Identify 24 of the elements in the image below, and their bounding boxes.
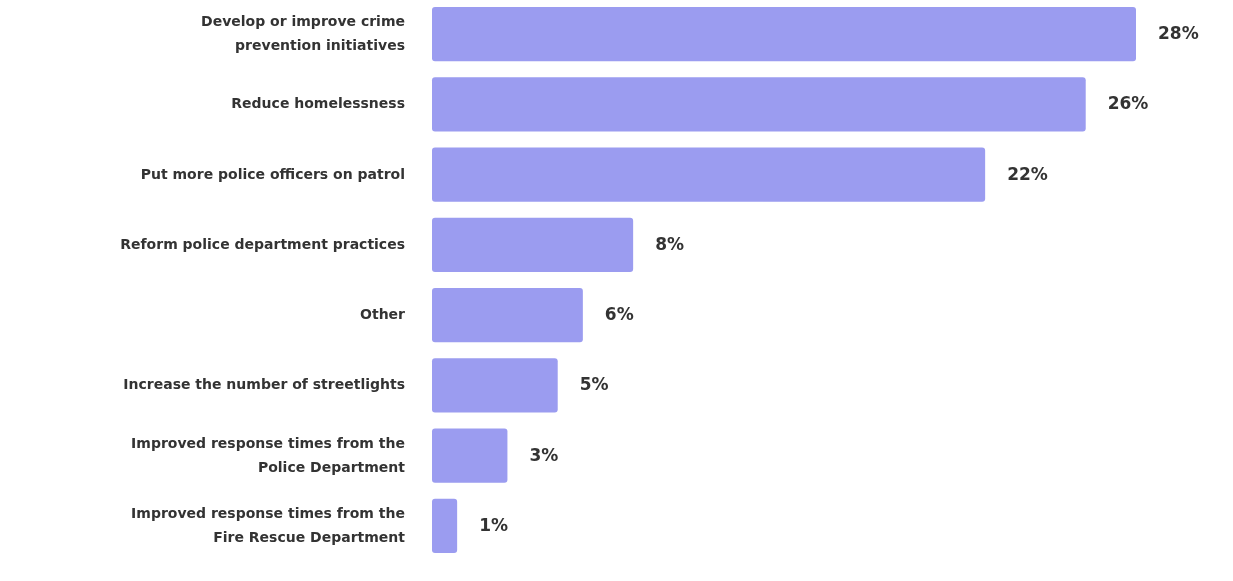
y-tick-label: Put more police officers on patrol bbox=[140, 165, 405, 182]
bar bbox=[432, 7, 1136, 62]
data-label: 5% bbox=[579, 374, 609, 395]
bar bbox=[432, 428, 508, 483]
bar bbox=[432, 217, 634, 272]
y-tick-label: Reduce homelessness bbox=[231, 95, 405, 112]
data-label: 28% bbox=[1158, 23, 1199, 44]
data-label: 3% bbox=[529, 444, 559, 465]
y-tick-label: Develop or improve crime prevention initiatives bbox=[201, 13, 405, 54]
y-tick-label: Reform police department practices bbox=[120, 235, 405, 252]
data-label: 1% bbox=[479, 514, 509, 535]
data-label: 6% bbox=[604, 304, 634, 325]
y-tick-label: Other bbox=[360, 306, 406, 323]
y-tick-label: Increase the number of streetlights bbox=[123, 376, 405, 393]
y-tick-label: Improved response times from the Police Department bbox=[131, 434, 406, 475]
bar bbox=[432, 147, 986, 202]
data-label: 26% bbox=[1107, 93, 1149, 114]
data-label: 8% bbox=[655, 233, 685, 254]
bar bbox=[432, 358, 558, 413]
bar bbox=[432, 77, 1086, 132]
bar bbox=[432, 498, 458, 553]
data-label: 22% bbox=[1007, 163, 1048, 184]
bar bbox=[432, 288, 583, 343]
y-tick-label: Improved response times from the Fire Rescue Department bbox=[131, 504, 406, 545]
